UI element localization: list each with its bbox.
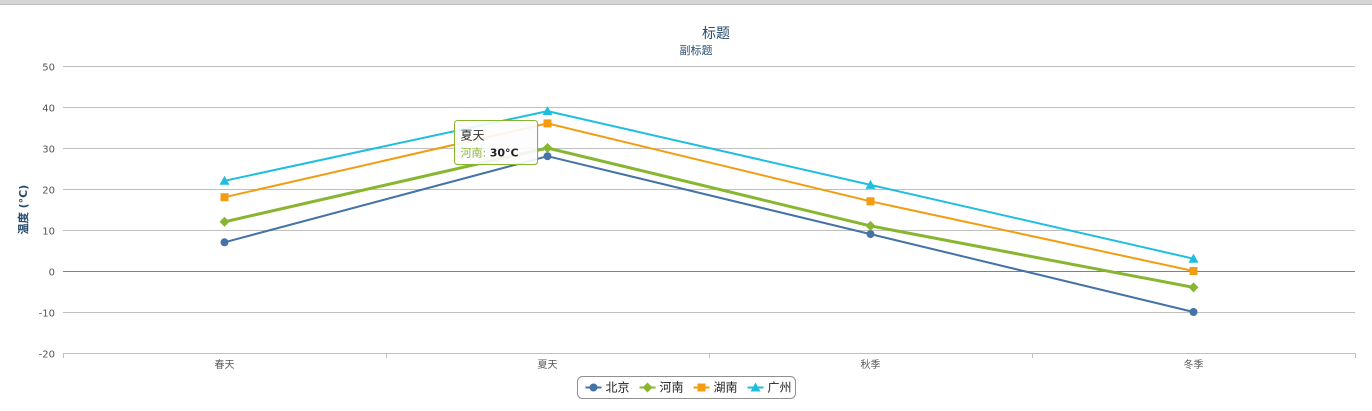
y-tick-label: 50 [42,63,55,74]
legend-item-河南[interactable]: 河南 [639,380,684,395]
series-广州[interactable] [219,106,1199,263]
y-tick-label: 30 [42,145,55,156]
y-tick-label: 40 [42,104,55,115]
gridlines [63,66,1356,358]
data-point[interactable] [542,106,553,116]
data-point[interactable] [1189,308,1198,316]
legend-label: 北京 [606,381,630,395]
legend-item-北京[interactable]: 北京 [585,381,630,395]
series-北京[interactable] [220,152,1198,316]
tooltip-category: 夏天 [461,129,485,143]
tooltip-value: 30°C [490,147,519,160]
y-axis-ticks: -20 -10 0 10 20 30 40 50 [39,63,55,361]
data-point[interactable] [865,179,876,189]
data-point[interactable] [220,193,229,202]
x-tick-label: 秋季 [861,358,881,371]
y-tick-label: -20 [39,350,55,361]
y-tick-label: 0 [49,268,55,279]
data-point[interactable] [1188,282,1199,293]
data-point[interactable] [542,143,553,153]
data-point[interactable] [219,175,230,185]
data-point[interactable] [543,119,552,128]
window-top-border [0,0,1372,5]
series-line[interactable] [224,122,1194,272]
legend-label: 河南 [660,380,684,395]
y-axis-label: 温度 (°C) [16,185,30,234]
data-point[interactable] [866,230,875,239]
legend-label: 湖南 [714,380,738,395]
data-point[interactable] [1188,253,1199,263]
data-point[interactable] [865,220,876,231]
legend-marker [750,382,761,392]
x-tick-label: 春天 [215,359,235,371]
legend-marker [589,383,598,392]
series-line[interactable] [224,155,1194,313]
legend-marker [642,382,653,393]
y-tick-label: 20 [42,186,55,197]
x-tick-label: 夏天 [538,359,558,371]
legend-marker [697,383,706,392]
tooltip-box [454,120,538,165]
data-point[interactable] [219,216,230,227]
x-axis-ticks: 春天 夏天 秋季 冬季 [215,358,1204,371]
legend-item-湖南[interactable]: 湖南 [693,380,738,395]
series-湖南[interactable] [220,119,1198,275]
data-point[interactable] [220,238,229,247]
legend-item-广州[interactable]: 广州 [747,381,792,395]
tooltip-separator: : [483,147,490,160]
series-河南[interactable] [219,143,1199,293]
data-point[interactable] [1189,267,1198,275]
legend-label: 广州 [768,381,792,395]
legend[interactable]: 北京 河南 湖南 广州 [577,376,796,399]
y-tick-label: 10 [42,227,55,238]
chart-subtitle: 副标题 [680,43,713,57]
chart-title: 标题 [702,26,730,42]
legend-box [577,376,796,399]
series-line[interactable] [224,146,1194,289]
series-lines [219,106,1199,316]
x-tick-label: 冬季 [1184,358,1204,371]
series-line[interactable] [224,110,1194,260]
tooltip-series-name: 河南 [461,147,483,160]
data-point[interactable] [866,197,875,206]
tooltip-line: 河南: 30°C [461,147,519,160]
y-tick-label: -10 [39,309,55,320]
data-point[interactable] [543,152,552,161]
